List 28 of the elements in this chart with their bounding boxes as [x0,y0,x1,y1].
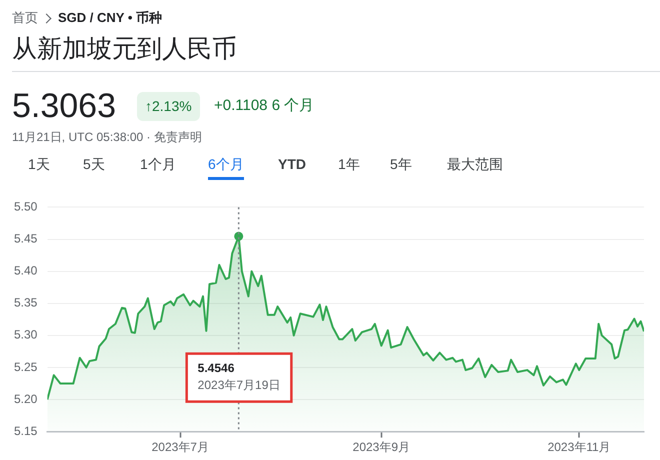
text: 11月21日, UTC 05:38:00 · 免责声明 [12,130,202,144]
y-tick-label: 5.25 [14,360,38,374]
annotation: 2023年7月19日 [198,378,280,392]
text: ↑2.13% [137,92,200,121]
text: 1天 [28,156,50,173]
y-tick-label: 5.40 [14,264,38,278]
text: 5年 [390,156,412,173]
text: 首页 [12,10,38,26]
y-tick-label: 5.20 [14,392,38,406]
x-tick-label: 2023年7月 [152,440,209,454]
text: 5天 [83,156,105,173]
text: 1年 [338,156,360,173]
x-tick-label: 2023年9月 [352,440,410,454]
text: 6个月 [208,156,244,180]
text: 5.3063 [12,86,116,127]
text: 1个月 [140,156,176,173]
y-tick-label: 5.35 [14,296,38,310]
text: 最大范围 [447,156,503,173]
text: +0.1108 6 个月 [214,97,314,115]
y-tick-label: 5.15 [14,424,38,438]
y-tick-label: 5.30 [14,328,38,342]
chart-title: 从新加坡元到人民币 [12,34,237,65]
text: SGD / CNY • 币种 [58,10,162,26]
annotation: 5.4546 [198,360,235,375]
text: YTD [278,156,306,173]
y-tick-label: 5.50 [14,200,38,214]
x-tick-label: 2023年11月 [548,440,611,454]
y-tick-label: 5.45 [14,232,38,246]
